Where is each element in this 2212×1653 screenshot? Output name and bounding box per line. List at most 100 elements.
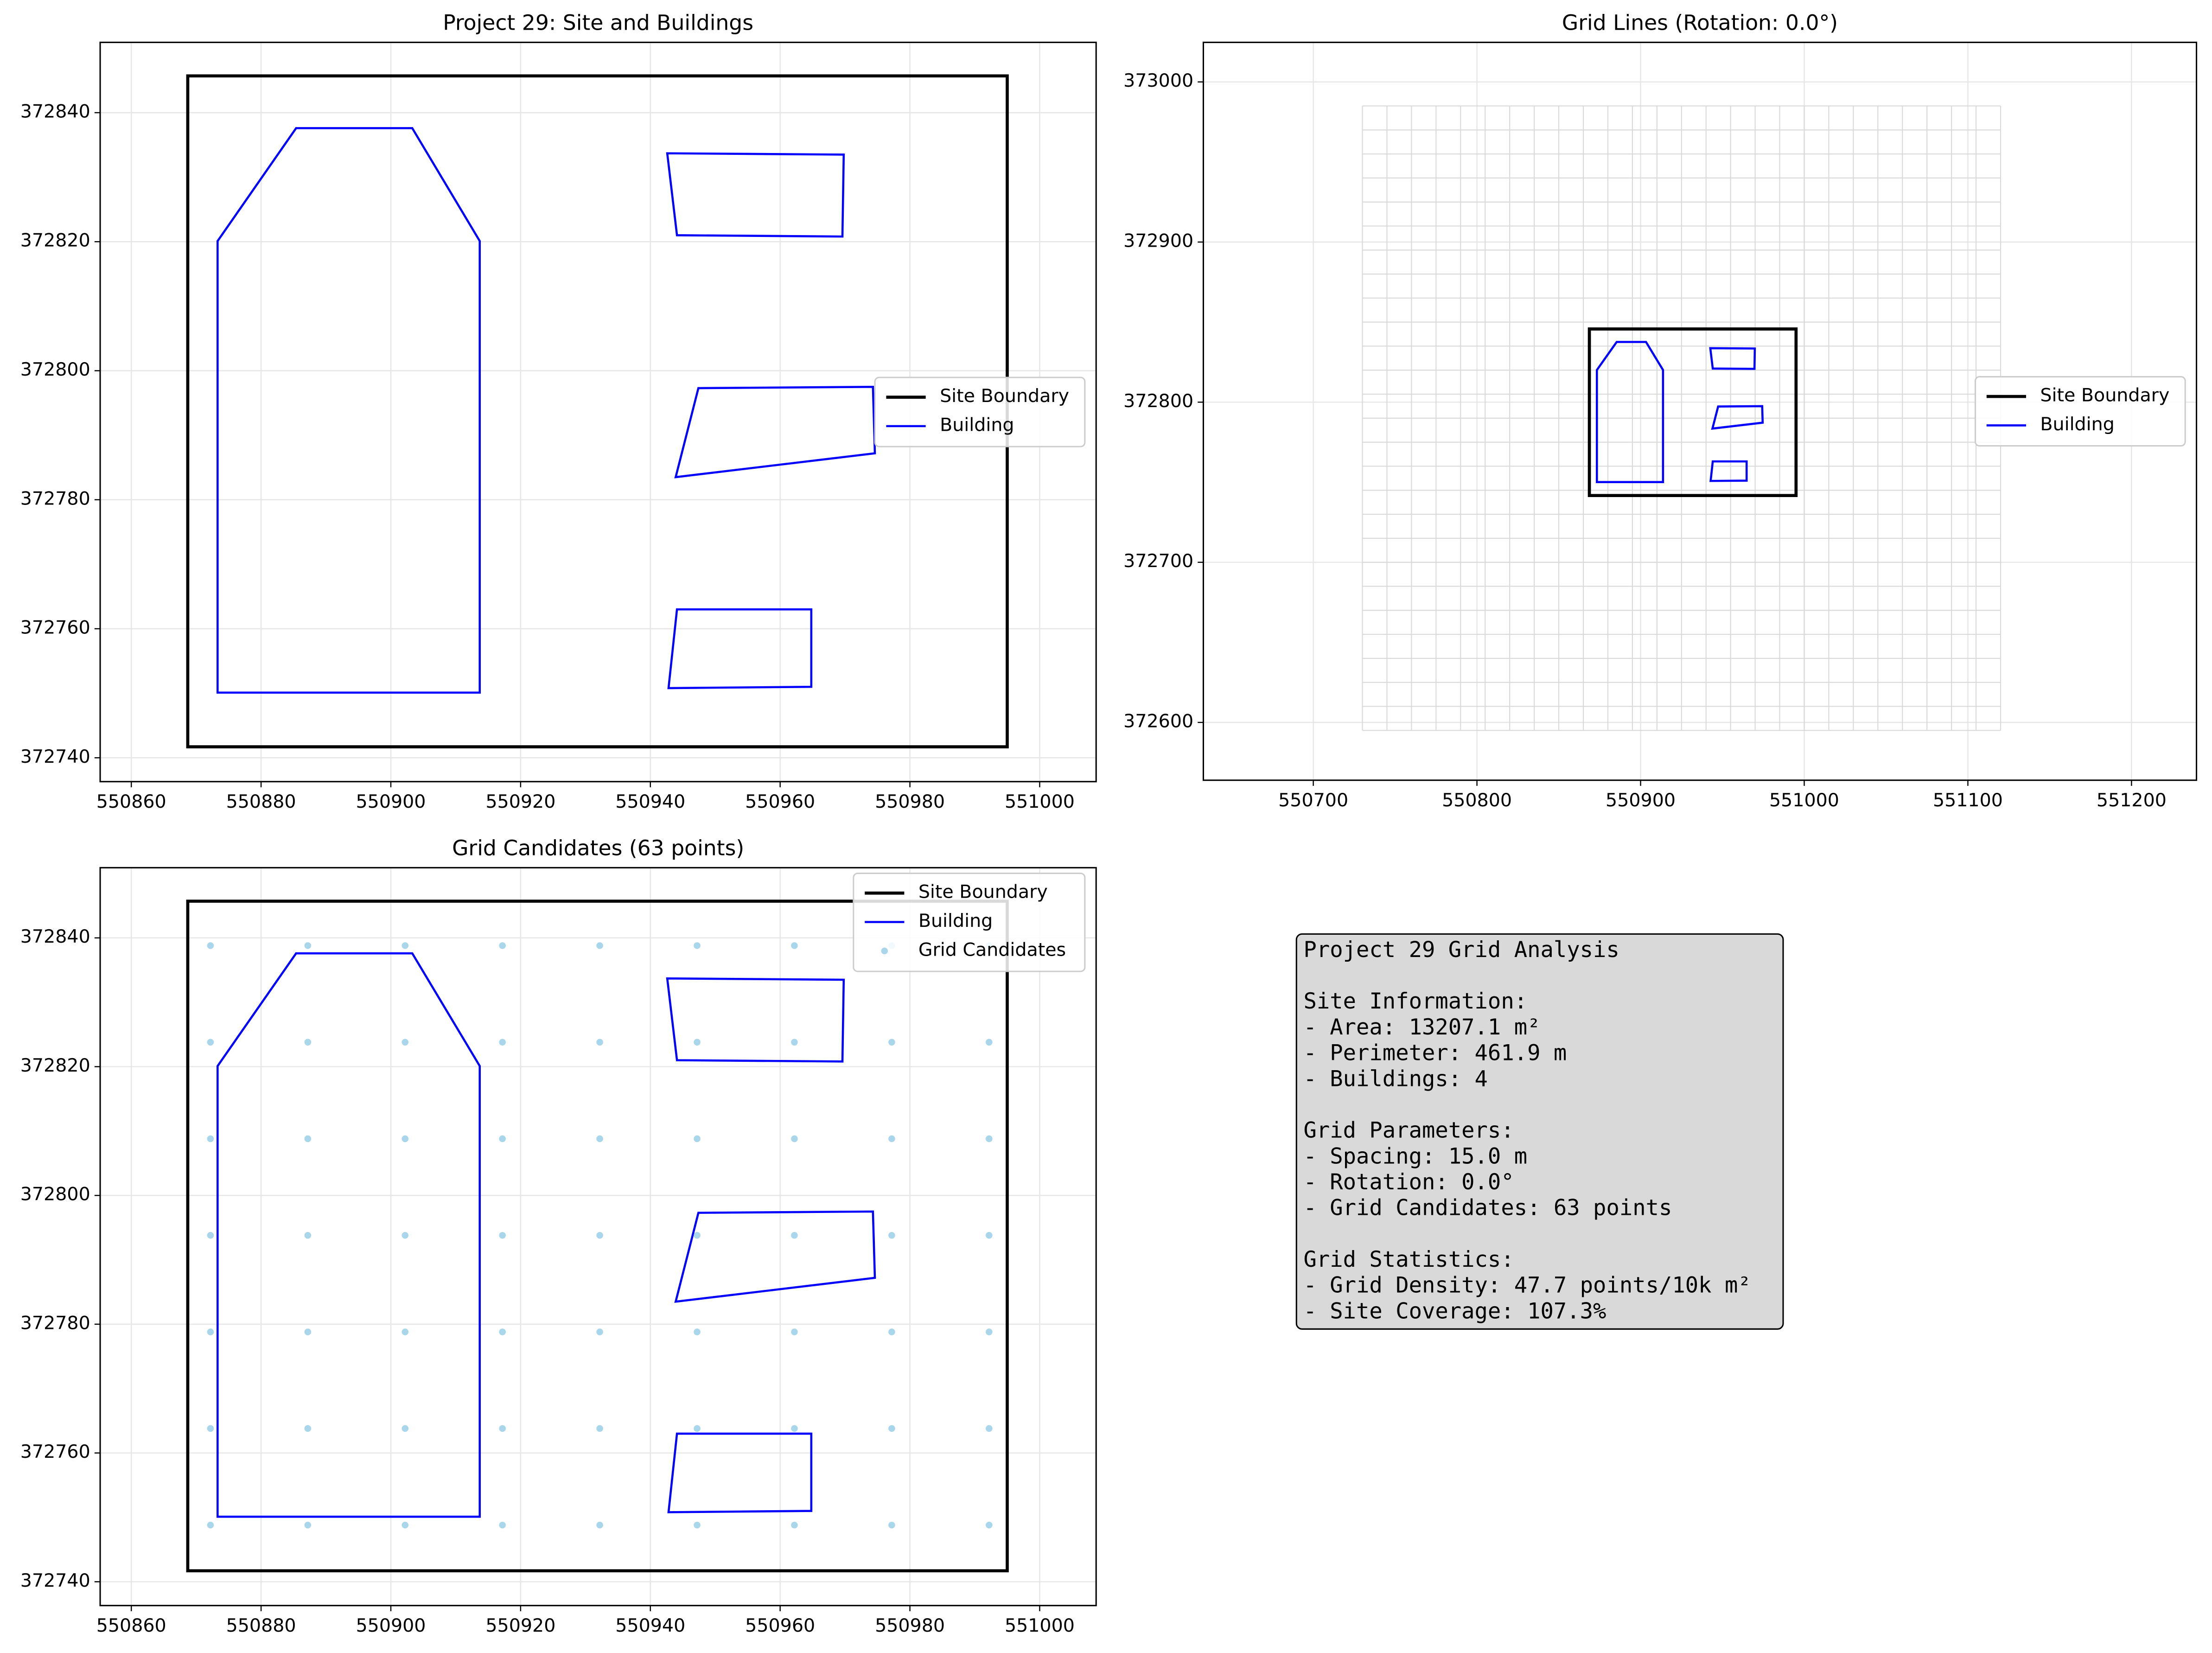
grid-candidate — [402, 1328, 409, 1335]
grid-candidate — [985, 1521, 993, 1529]
grid-candidate — [207, 1521, 214, 1529]
y-tick-label: 372760 — [20, 1441, 90, 1462]
grid-candidate — [402, 942, 409, 949]
y-tick-label: 372820 — [20, 1055, 90, 1076]
grid-candidate — [207, 1328, 214, 1335]
legend: Site Boundary Building Grid Candidates — [853, 872, 1086, 972]
y-tick-label: 372800 — [1123, 390, 1193, 412]
y-tick-label: 372740 — [20, 1570, 90, 1591]
grid-candidate — [985, 1425, 993, 1432]
grid-candidate — [985, 1039, 993, 1046]
legend-label: Building — [2040, 414, 2114, 435]
grid-candidate — [596, 1521, 603, 1529]
grid-candidate — [985, 1328, 993, 1335]
building — [674, 385, 876, 479]
legend-box — [874, 377, 1086, 447]
grid-candidate — [694, 1425, 701, 1432]
info-item: - Site Coverage: 107.3% — [1303, 1298, 1606, 1324]
building — [217, 952, 481, 1518]
info-heading: Grid Parameters: — [1303, 1118, 1514, 1143]
x-tick-label: 550860 — [96, 791, 166, 812]
building — [1709, 347, 1756, 370]
chart-title: Project 29: Site and Buildings — [443, 10, 753, 35]
y-tick-label: 372820 — [20, 230, 90, 251]
info-item: - Grid Candidates: 63 points — [1303, 1195, 1672, 1221]
legend-label: Grid Candidates — [918, 939, 1066, 960]
building — [1596, 341, 1664, 483]
legend-label: Site Boundary — [940, 385, 1069, 407]
x-tick-label: 550940 — [615, 791, 685, 812]
grid-candidate — [207, 1425, 214, 1432]
legend-marker — [881, 947, 888, 955]
x-tick-label: 550880 — [226, 1615, 296, 1636]
building — [666, 152, 845, 238]
grid-candidate — [791, 1232, 798, 1239]
grid-candidate — [596, 1039, 603, 1046]
legend-label: Building — [940, 414, 1014, 435]
grid-candidate — [499, 1521, 506, 1529]
legend: Site Boundary Building — [1974, 376, 2186, 447]
info-item: - Perimeter: 461.9 m — [1303, 1040, 1567, 1066]
grid-candidate — [499, 1425, 506, 1432]
x-tick-label: 550800 — [1442, 790, 1512, 811]
info-item: - Buildings: 4 — [1303, 1066, 1487, 1091]
legend-box — [853, 872, 1086, 972]
grid-candidate — [499, 1039, 506, 1046]
x-tick-label: 550940 — [615, 1615, 685, 1636]
grid-candidate — [402, 1232, 409, 1239]
info-heading: Grid Statistics: — [1303, 1247, 1514, 1272]
grid-candidate — [207, 1135, 214, 1142]
x-tick-label: 551100 — [1933, 790, 2003, 811]
grid-candidate — [888, 1521, 895, 1529]
y-tick-label: 372840 — [20, 101, 90, 122]
y-tick-label: 372840 — [20, 926, 90, 947]
grid-candidate — [304, 1521, 312, 1529]
grid-candidate — [207, 1039, 214, 1046]
axes-frame — [99, 41, 1097, 783]
x-tick-label: 550900 — [356, 791, 426, 812]
x-tick-label: 550980 — [875, 1615, 945, 1636]
axes-frame — [99, 867, 1097, 1607]
y-tick-label: 372780 — [20, 488, 90, 509]
x-tick-label: 550960 — [745, 791, 815, 812]
grid-candidate — [499, 1135, 506, 1142]
building — [666, 977, 845, 1063]
chart-title: Grid Lines (Rotation: 0.0°) — [1562, 10, 1838, 35]
grid-candidate — [304, 1425, 312, 1432]
plot: 550860 550880 550900 550920 550940 550960 5509… — [20, 836, 1097, 1636]
x-tick-label: 550920 — [485, 791, 555, 812]
plot: 550860 550880 550900 550920 550940 550960 5509… — [20, 10, 1097, 812]
grid-candidate — [402, 1521, 409, 1529]
info-title: Project 29 Grid Analysis — [1303, 937, 1619, 963]
y-tick-label: 372700 — [1123, 550, 1193, 572]
x-tick-label: 550900 — [356, 1615, 426, 1636]
grid-candidate — [985, 1232, 993, 1239]
grid-candidate — [888, 1425, 895, 1432]
x-tick-label: 550860 — [96, 1615, 166, 1636]
grid-candidate — [791, 1521, 798, 1529]
x-tick-label: 550700 — [1278, 790, 1348, 811]
building — [667, 608, 813, 689]
x-tick-label: 551000 — [1005, 791, 1075, 812]
y-tick-label: 372760 — [20, 617, 90, 638]
grid-candidate — [304, 1232, 312, 1239]
grid-candidate — [207, 1232, 214, 1239]
grid-candidate — [596, 1232, 603, 1239]
grid-candidate — [791, 1135, 798, 1142]
grid-candidate — [694, 942, 701, 949]
grid-candidate — [694, 1039, 701, 1046]
legend-label: Site Boundary — [2040, 385, 2169, 406]
grid-candidate — [304, 1135, 312, 1142]
grid-candidate — [791, 1328, 798, 1335]
site-boundary — [186, 74, 1009, 748]
x-tick-label: 551000 — [1005, 1615, 1075, 1636]
info-item: - Grid Density: 47.7 points/10k m² — [1303, 1273, 1751, 1298]
x-tick-label: 550920 — [485, 1615, 555, 1636]
grid-candidate — [499, 1328, 506, 1335]
x-tick-label: 550900 — [1606, 790, 1676, 811]
building — [1709, 460, 1748, 482]
grid-candidate — [694, 1232, 701, 1239]
x-tick-label: 551200 — [2097, 790, 2167, 811]
grid-candidate — [596, 942, 603, 949]
